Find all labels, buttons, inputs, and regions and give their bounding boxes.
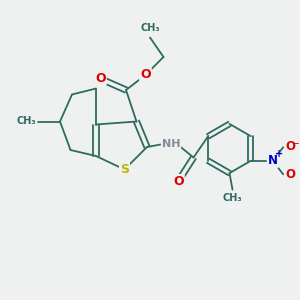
Text: CH₃: CH₃: [223, 193, 242, 203]
Text: +: +: [275, 149, 284, 159]
Text: O: O: [173, 175, 184, 188]
Text: N: N: [268, 154, 278, 167]
Text: O: O: [95, 71, 106, 85]
Text: S: S: [120, 163, 129, 176]
Text: O: O: [286, 168, 296, 181]
Text: CH₃: CH₃: [16, 116, 36, 127]
Text: O: O: [140, 68, 151, 82]
Text: ⁻: ⁻: [292, 140, 299, 153]
Text: O: O: [286, 140, 296, 153]
Text: NH: NH: [162, 139, 180, 149]
Text: CH₃: CH₃: [140, 23, 160, 33]
